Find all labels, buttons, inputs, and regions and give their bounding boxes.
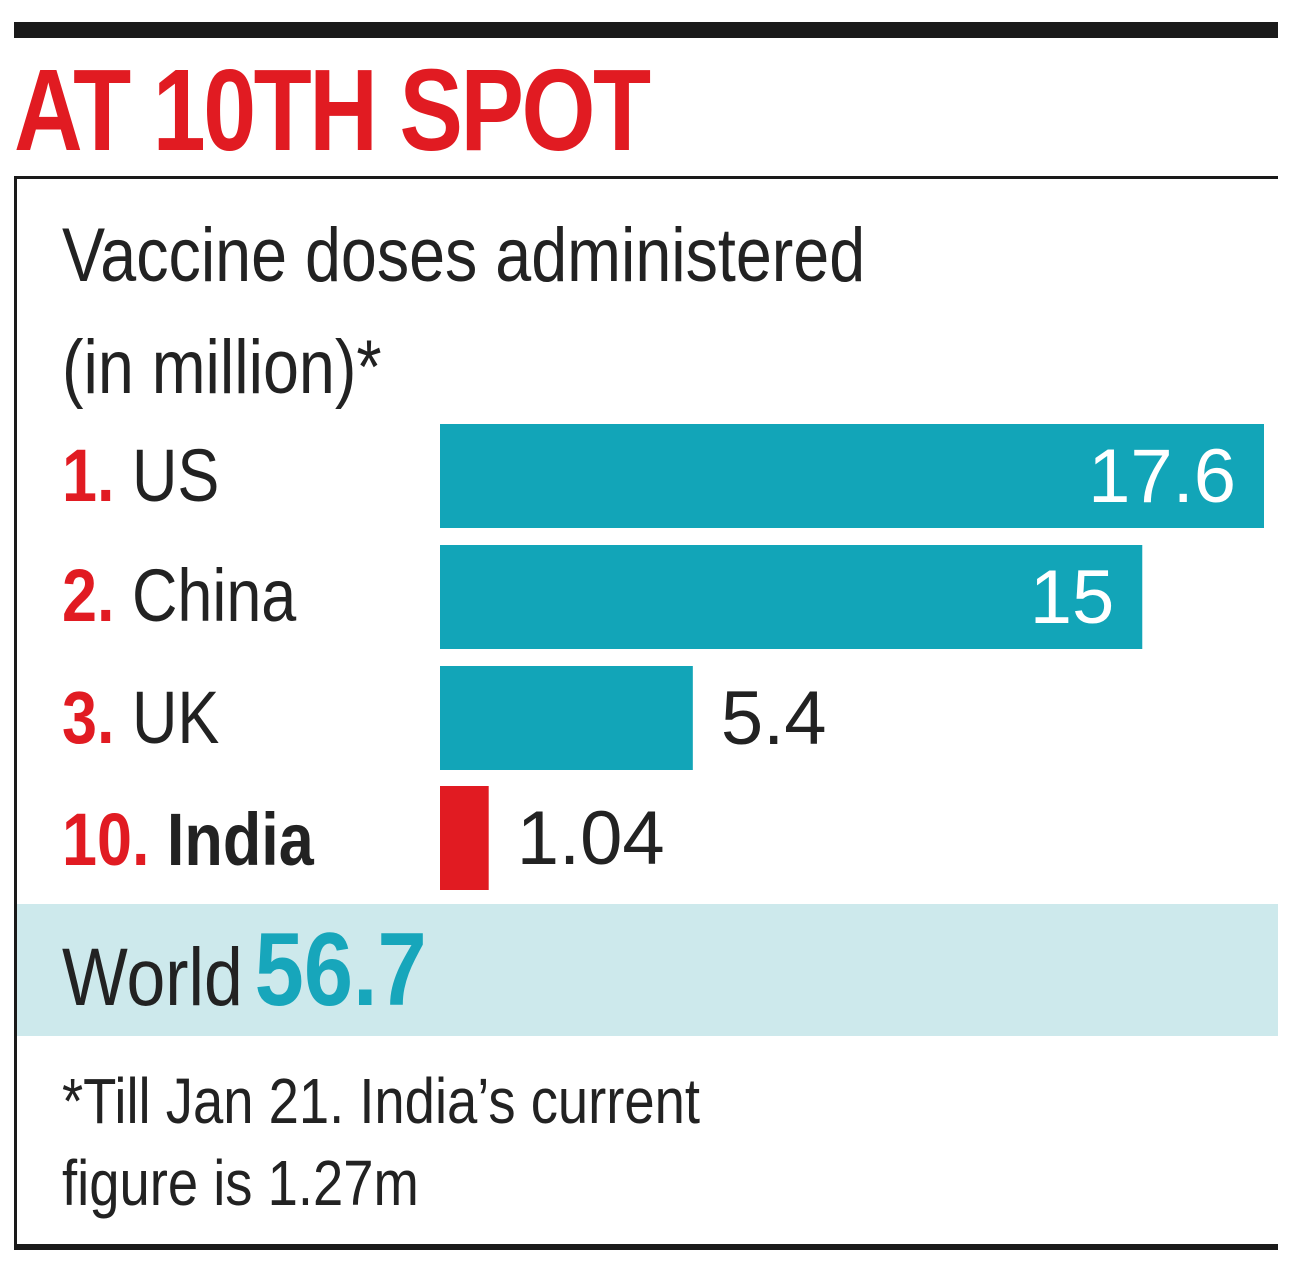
top-rule [14, 22, 1278, 38]
subtitle-line-2: (in million)* [62, 325, 382, 410]
subtitle-line-1: Vaccine doses administered [62, 213, 866, 298]
footnote-line-1: *Till Jan 21. India’s current [62, 1065, 701, 1137]
frame-left-rule [14, 176, 17, 1248]
footnote-line-2: figure is 1.27m [62, 1147, 419, 1219]
value-label-india: 1.04 [517, 796, 665, 881]
bar-india [440, 786, 489, 890]
row-label-india: 10. India [62, 800, 314, 880]
world-total-band [17, 904, 1278, 1036]
value-label-uk: 5.4 [721, 676, 827, 761]
country-name: UK [131, 676, 220, 759]
row-label-uk: 3. UK [62, 678, 219, 758]
value-label-us: 17.6 [1088, 434, 1236, 519]
rank-number: 2. [62, 554, 115, 637]
rank-number: 3. [62, 676, 115, 759]
row-label-china: 2. China [62, 556, 296, 636]
rank-number: 10. [62, 798, 150, 881]
chart-title: AT 10TH SPOT [14, 45, 651, 175]
chart-subtitle: Vaccine doses administered (in million)* [62, 200, 865, 424]
frame-top-rule [14, 176, 1278, 179]
footnote: *Till Jan 21. India’s current figure is … [62, 1060, 700, 1224]
row-label-us: 1. US [62, 436, 219, 516]
world-value: 56.7 [254, 912, 427, 1028]
world-total: World 56.7 [62, 918, 427, 1028]
bar-us [440, 424, 1264, 528]
value-label-china: 15 [1030, 555, 1115, 640]
country-name: India [166, 798, 314, 881]
country-name: China [131, 554, 297, 637]
world-label: World [62, 932, 243, 1023]
bar-uk [440, 666, 693, 770]
rank-number: 1. [62, 434, 115, 517]
country-name: US [131, 434, 220, 517]
bottom-rule [14, 1244, 1278, 1250]
bar-china [440, 545, 1143, 649]
